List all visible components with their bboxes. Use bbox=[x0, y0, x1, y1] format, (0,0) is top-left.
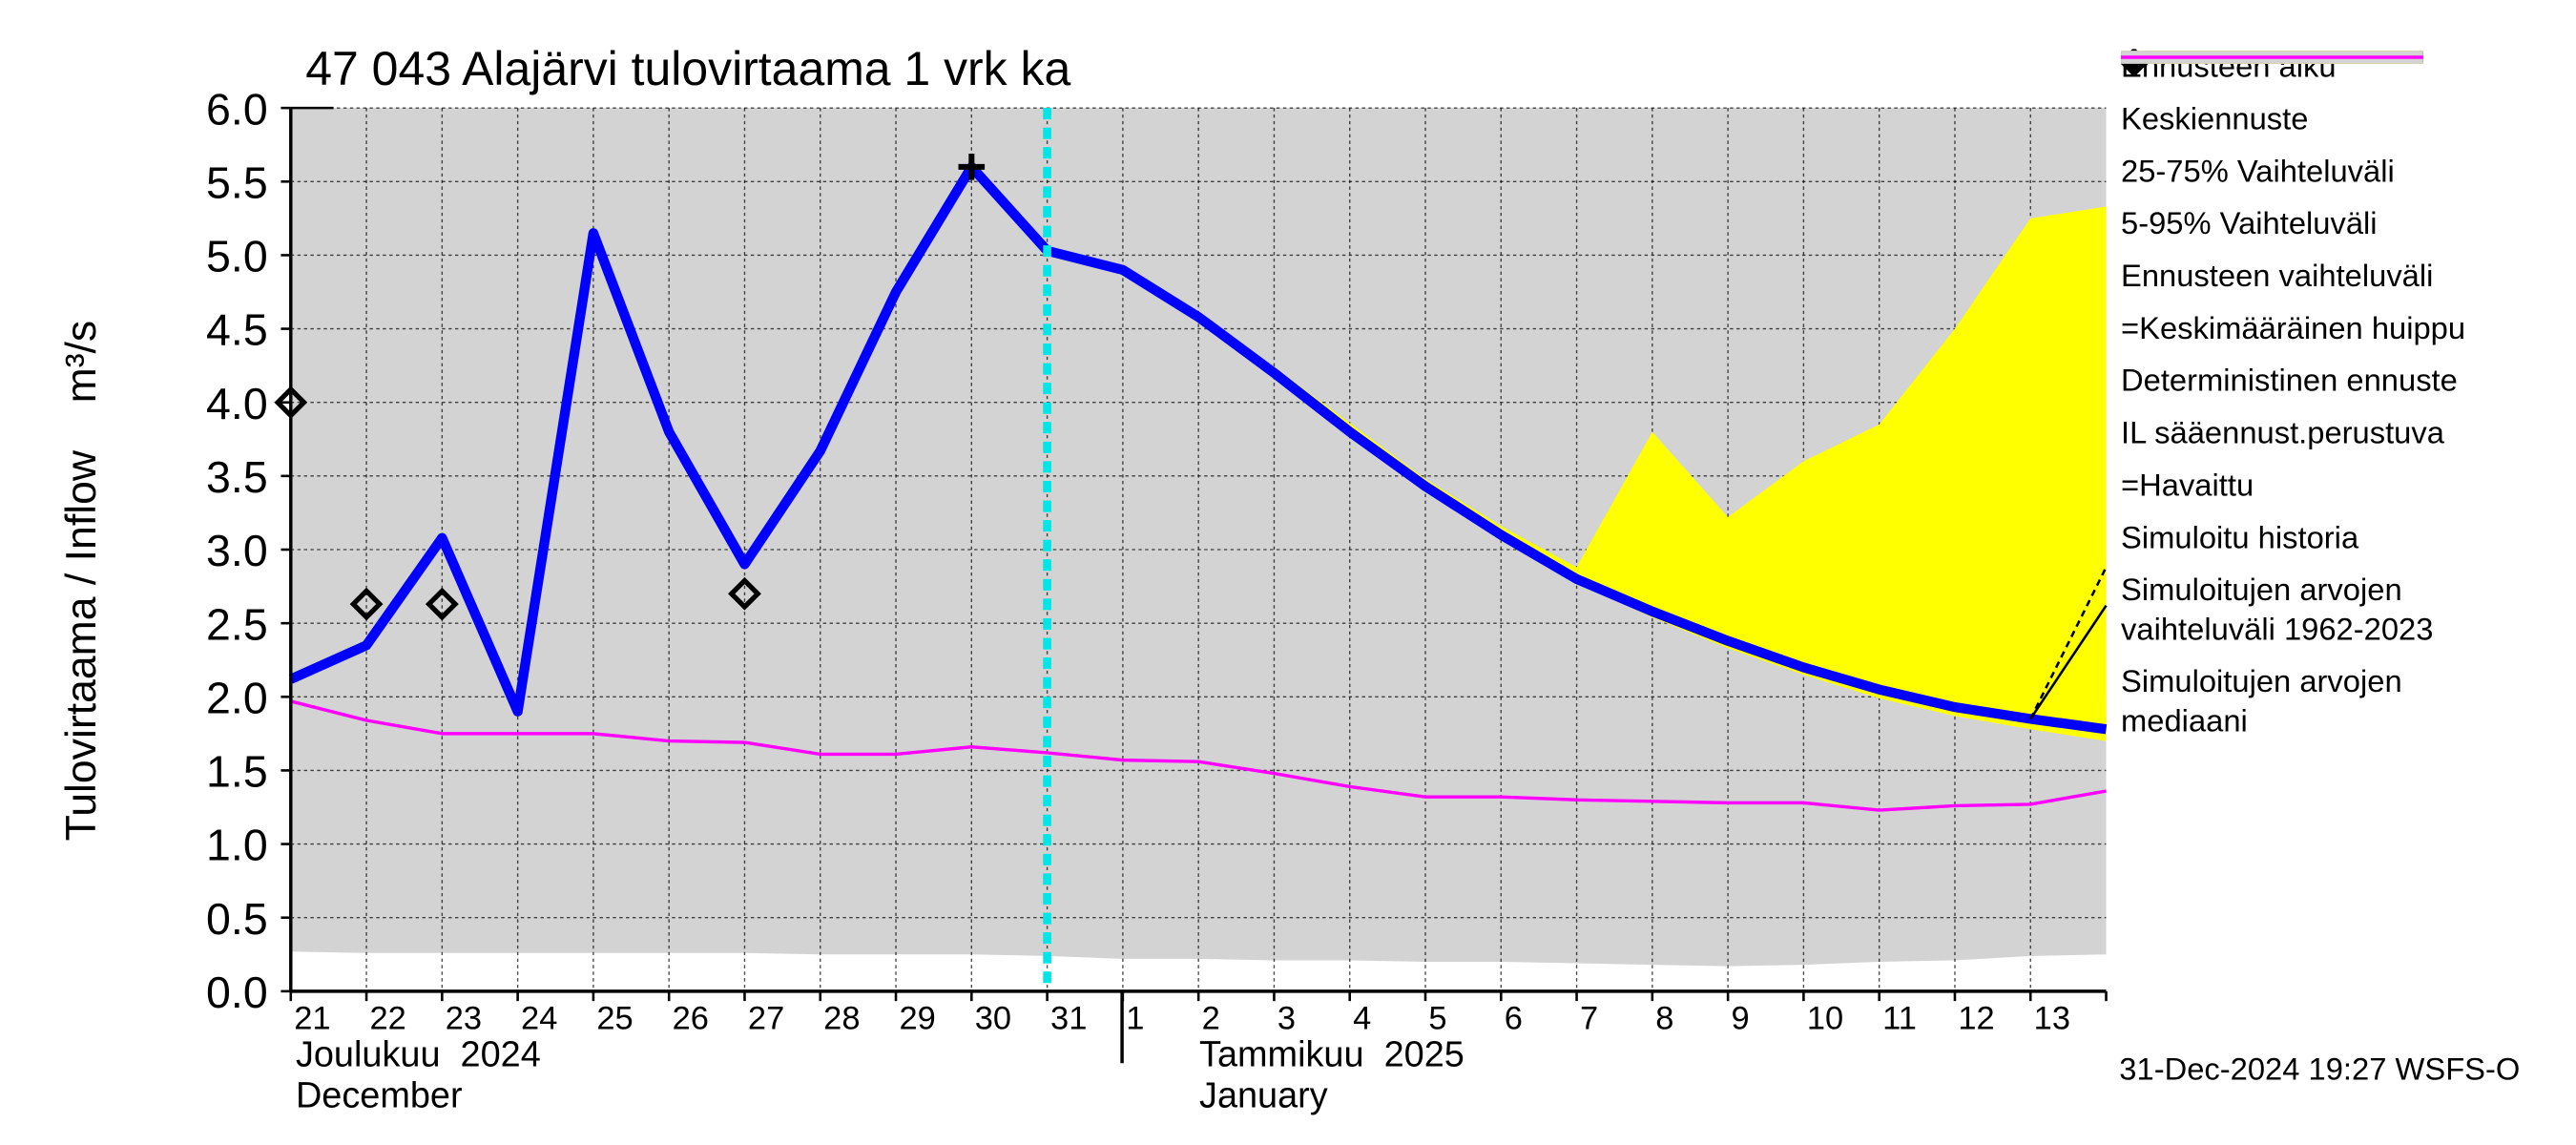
x-tick-label: 30 bbox=[975, 1000, 1011, 1036]
x-tick-label: 3 bbox=[1278, 1000, 1296, 1036]
legend-text: Simuloitujen arvojen vaihteluväli 1962-2… bbox=[2121, 573, 2434, 648]
y-tick-label: 3.0 bbox=[206, 526, 268, 575]
legend-label: =Havaittu bbox=[2121, 49, 2499, 507]
line bbox=[2029, 604, 2108, 720]
y-tick-label: 4.5 bbox=[206, 305, 268, 355]
y-tick-label: 2.5 bbox=[206, 599, 268, 649]
y-tick-label: 0.0 bbox=[206, 968, 268, 1017]
legend-text: Simuloitujen arvojen mediaani bbox=[2121, 665, 2402, 739]
legend-item: Simuloitujen arvojen vaihteluväli 1962-2… bbox=[2121, 51, 2499, 651]
month-label: January bbox=[1199, 1076, 1328, 1116]
legend-item: Deterministinen ennuste bbox=[2121, 55, 2499, 403]
layer-bands bbox=[1047, 206, 2107, 741]
legend-label: 25-75% Vaihteluväli bbox=[2121, 154, 2499, 193]
legend-text: Simuloitu historia bbox=[2121, 521, 2359, 556]
legend-label: IL sääennust.perustuva bbox=[2121, 415, 2499, 454]
legend-item: Keskiennuste bbox=[2121, 52, 2499, 140]
legend-item: 5-95% Vaihteluväli bbox=[2121, 51, 2499, 245]
x-tick-label: 8 bbox=[1655, 1000, 1673, 1036]
y-tick-label: 1.5 bbox=[206, 747, 268, 797]
legend-label: Deterministinen ennuste bbox=[2121, 364, 2499, 403]
peak-marker bbox=[958, 154, 986, 180]
x-tick-label: 4 bbox=[1353, 1000, 1371, 1036]
y-axis-label: Tulovirtaama / Inflow m³/s bbox=[58, 321, 105, 842]
legend-item: Simuloitujen arvojen mediaani bbox=[2121, 55, 2499, 742]
legend-text: IL sääennust.perustuva bbox=[2121, 417, 2444, 452]
legend-label: Keskiennuste bbox=[2121, 101, 2499, 140]
x-tick-label: 31 bbox=[1050, 1000, 1087, 1036]
x-tick-label: 11 bbox=[1882, 1000, 1917, 1036]
legend-item: IL sääennust.perustuva bbox=[2121, 55, 2499, 454]
legend-text: 25-75% Vaihteluväli bbox=[2121, 155, 2395, 190]
y-tick-label: 1.0 bbox=[206, 821, 268, 870]
x-tick-label: 28 bbox=[823, 1000, 860, 1036]
y-tick-label: 3.5 bbox=[206, 452, 268, 502]
legend-text: 5-95% Vaihteluväli bbox=[2121, 207, 2378, 242]
legend-item: Simuloitu historia bbox=[2121, 52, 2499, 559]
x-tick-label: 1 bbox=[1126, 1000, 1144, 1036]
legend-item: =Havaittu bbox=[2121, 49, 2499, 507]
legend-item: =Keskimääräinen huippu bbox=[2121, 51, 2499, 350]
x-tick-label: 29 bbox=[899, 1000, 935, 1036]
legend-item: Ennusteen vaihteluväli bbox=[2121, 51, 2499, 298]
month-label: December bbox=[296, 1076, 463, 1116]
legend-text: Keskiennuste bbox=[2121, 103, 2309, 138]
x-tick-label: 9 bbox=[1732, 1000, 1750, 1036]
band bbox=[1047, 206, 2107, 741]
layer-axes: 0.0 0.5 1.0 1.5 2.0 2.5 3.0 3.5 4.0 4.5 5.0 5.5 6.0 2… bbox=[206, 84, 2108, 1036]
chart-title: 47 043 Alajärvi tulovirtaama 1 vrk ka bbox=[305, 42, 1070, 95]
footer: 31-Dec-2024 19:27 WSFS-O bbox=[2119, 1053, 2521, 1089]
x-tick-label: 10 bbox=[1807, 1000, 1843, 1036]
legend-text: =Havaittu bbox=[2121, 469, 2254, 505]
layer-lines bbox=[288, 161, 2108, 735]
line bbox=[1046, 245, 2108, 735]
x-tick-label: 21 bbox=[294, 1000, 330, 1036]
observed-marker bbox=[274, 385, 308, 420]
y-tick-label: 2.0 bbox=[206, 674, 268, 723]
month-label: Tammikuu 2025 bbox=[1199, 1035, 1465, 1075]
legend: Ennusteen alku Keskiennuste 25-75% Vaihtel… bbox=[2121, 49, 2499, 756]
legend-label: Ennusteen vaihteluväli bbox=[2121, 259, 2499, 298]
y-tick-label: 0.5 bbox=[206, 894, 268, 944]
plot-area: 0.0 0.5 1.0 1.5 2.0 2.5 3.0 3.5 4.0 4.5 5.0 5.5 6.0 2… bbox=[206, 84, 2108, 1036]
x-tick-label: 12 bbox=[1958, 1000, 1994, 1036]
x-tick-label: 22 bbox=[370, 1000, 406, 1036]
x-tick-label: 25 bbox=[596, 1000, 633, 1036]
line bbox=[290, 699, 2107, 812]
line bbox=[288, 161, 1051, 717]
x-tick-label: 2 bbox=[1202, 1000, 1220, 1036]
y-tick-label: 5.0 bbox=[206, 232, 268, 281]
y-tick-label: 6.0 bbox=[206, 84, 268, 134]
legend-icon bbox=[2121, 55, 2423, 59]
legend-label: Simuloitujen arvojen mediaani bbox=[2121, 664, 2499, 742]
x-tick-label: 27 bbox=[748, 1000, 784, 1036]
observed-marker bbox=[425, 587, 459, 621]
x-tick-label: 23 bbox=[446, 1000, 482, 1036]
x-tick-label: 6 bbox=[1505, 1000, 1523, 1036]
observed-marker bbox=[349, 587, 384, 621]
line bbox=[2029, 566, 2108, 720]
y-tick-label: 5.5 bbox=[206, 158, 268, 208]
legend-label: 5-95% Vaihteluväli bbox=[2121, 206, 2499, 245]
observed-marker bbox=[728, 576, 761, 611]
legend-text: Deterministinen ennuste bbox=[2121, 364, 2458, 400]
legend-text: =Keskimääräinen huippu bbox=[2121, 312, 2466, 347]
y-tick-label: 4.0 bbox=[206, 379, 268, 428]
layer-markers bbox=[274, 108, 1051, 991]
month-label: Joulukuu 2024 bbox=[296, 1035, 541, 1075]
x-tick-label: 5 bbox=[1428, 1000, 1446, 1036]
x-tick-label: 26 bbox=[673, 1000, 709, 1036]
legend-label: Simuloitujen arvojen vaihteluväli 1962-2… bbox=[2121, 572, 2499, 651]
legend-item: 25-75% Vaihteluväli bbox=[2121, 51, 2499, 193]
x-tick-label: 24 bbox=[521, 1000, 557, 1036]
x-tick-label: 13 bbox=[2034, 1000, 2070, 1036]
legend-text: Ennusteen vaihteluväli bbox=[2121, 260, 2434, 295]
legend-label: =Keskimääräinen huippu bbox=[2121, 51, 2499, 350]
legend-label: Simuloitu historia bbox=[2121, 520, 2499, 559]
x-tick-label: 7 bbox=[1580, 1000, 1598, 1036]
